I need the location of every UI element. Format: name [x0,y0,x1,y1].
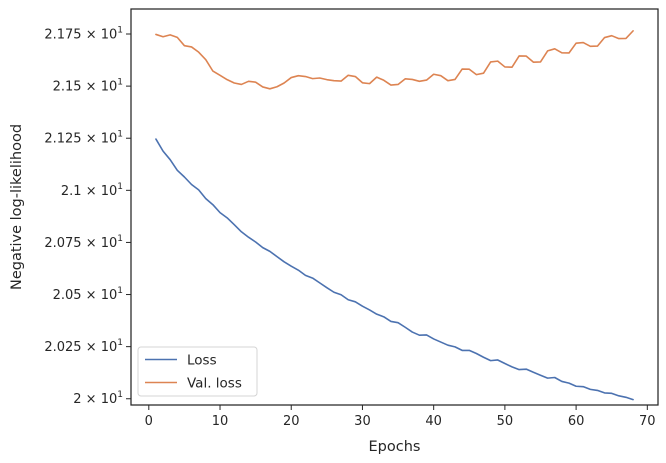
series-line-loss [155,138,634,401]
x-tick-label: 60 [568,414,585,429]
y-axis-ticks: 2 × 101 2.025 × 101 2.05 × 101 2.075 × 101 2… [44,26,131,407]
y-tick-label: 2.125 × 101 [44,130,123,147]
legend: Loss Val. loss [137,346,258,397]
y-tick-label: 2.025 × 101 [44,338,123,355]
series-line-val-loss [155,30,634,90]
y-tick-label: 2.05 × 101 [53,286,123,303]
plot-frame [130,8,659,406]
x-axis-label: Epochs [369,439,421,455]
y-tick-label: 2.15 × 101 [53,78,123,95]
y-tick-label: 2.175 × 101 [44,26,123,43]
x-tick-label: 40 [425,414,442,429]
y-axis-label: Negative log-likelihood [9,124,25,290]
x-tick-label: 30 [354,414,371,429]
x-tick-label: 70 [639,414,656,429]
y-tick-label: 2 × 101 [73,390,123,407]
y-tick-label: 2.075 × 101 [44,234,123,251]
legend-label-val-loss: Val. loss [187,376,242,392]
x-axis-ticks: 0 10 20 30 40 50 60 70 [145,405,656,429]
y-tick-label: 2.1 × 101 [61,182,123,199]
x-tick-label: 20 [283,414,300,429]
plot-lines [155,30,634,401]
x-tick-label: 10 [212,414,229,429]
x-tick-label: 0 [145,414,153,429]
x-tick-label: 50 [497,414,514,429]
legend-label-loss: Loss [187,353,217,369]
